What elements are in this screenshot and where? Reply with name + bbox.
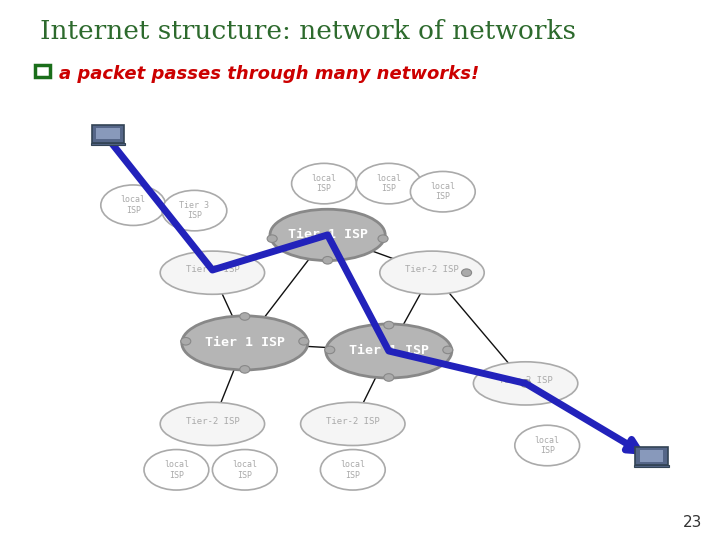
Ellipse shape (181, 316, 308, 370)
Circle shape (462, 269, 472, 276)
Text: Tier-2 ISP: Tier-2 ISP (326, 417, 379, 426)
Text: a packet passes through many networks!: a packet passes through many networks! (59, 65, 480, 83)
Ellipse shape (320, 449, 385, 490)
Ellipse shape (144, 449, 209, 490)
Text: local
ISP: local ISP (164, 460, 189, 480)
Circle shape (299, 338, 309, 345)
Circle shape (384, 321, 394, 329)
Text: Tier-2 ISP: Tier-2 ISP (186, 266, 239, 274)
Circle shape (443, 346, 453, 354)
Text: Tier-2 ISP: Tier-2 ISP (186, 417, 239, 426)
Text: Tier 1 ISP: Tier 1 ISP (287, 228, 368, 241)
Ellipse shape (270, 210, 385, 261)
Text: Tier-2 ISP: Tier-2 ISP (405, 266, 459, 274)
Ellipse shape (101, 185, 166, 226)
Text: 23: 23 (683, 515, 702, 530)
Ellipse shape (410, 172, 475, 212)
Ellipse shape (162, 191, 227, 231)
Circle shape (384, 374, 394, 381)
Ellipse shape (301, 402, 405, 446)
Text: local
ISP: local ISP (535, 436, 559, 455)
Circle shape (267, 235, 277, 242)
Text: Tier 3
ISP: Tier 3 ISP (179, 201, 210, 220)
FancyBboxPatch shape (92, 125, 124, 143)
Ellipse shape (212, 449, 277, 490)
Text: local
ISP: local ISP (121, 195, 145, 215)
Text: Tier 1 ISP: Tier 1 ISP (348, 345, 429, 357)
Circle shape (240, 366, 250, 373)
Circle shape (378, 235, 388, 242)
FancyBboxPatch shape (636, 447, 668, 465)
Text: local
ISP: local ISP (431, 182, 455, 201)
Circle shape (521, 380, 531, 387)
Ellipse shape (515, 426, 580, 465)
Circle shape (181, 338, 191, 345)
Ellipse shape (380, 251, 484, 294)
Text: Tier 1 ISP: Tier 1 ISP (204, 336, 285, 349)
FancyBboxPatch shape (96, 128, 120, 139)
Text: local
ISP: local ISP (377, 174, 401, 193)
Circle shape (323, 256, 333, 264)
Text: local
ISP: local ISP (233, 460, 257, 480)
Circle shape (240, 313, 250, 320)
Ellipse shape (325, 324, 452, 378)
Text: Tier-2 ISP: Tier-2 ISP (499, 376, 552, 385)
Text: Internet structure: network of networks: Internet structure: network of networks (40, 19, 575, 44)
FancyBboxPatch shape (634, 465, 669, 467)
Circle shape (325, 346, 335, 354)
Ellipse shape (160, 251, 265, 294)
Bar (35, 65, 50, 77)
FancyBboxPatch shape (640, 450, 664, 462)
Text: local
ISP: local ISP (341, 460, 365, 480)
Text: local
ISP: local ISP (312, 174, 336, 193)
Ellipse shape (292, 163, 356, 204)
Ellipse shape (356, 163, 421, 204)
FancyBboxPatch shape (91, 143, 125, 145)
Ellipse shape (160, 402, 265, 446)
Ellipse shape (474, 362, 578, 405)
